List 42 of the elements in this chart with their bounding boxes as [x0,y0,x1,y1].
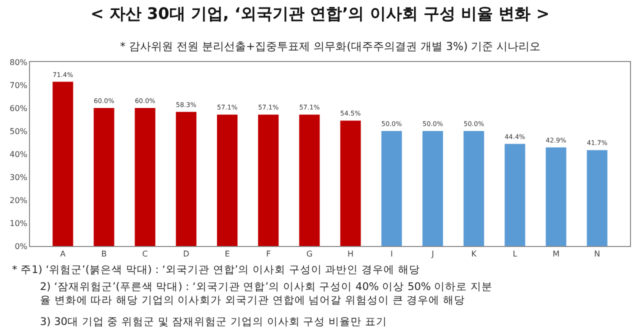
x-tick-label: H [348,250,354,259]
bar [586,150,608,246]
y-tick-label: 20% [10,196,28,205]
x-tick-label: M [552,250,560,259]
bar [546,147,566,246]
y-tick-label: 0% [14,242,28,251]
x-tick-label: I [390,250,393,259]
y-tick-label: 50% [10,126,28,136]
bar [381,131,402,246]
bar [340,120,361,246]
x-tick-label: B [101,250,107,259]
x-tick-label: J [430,250,434,259]
bar [176,112,196,246]
x-tick-label: E [224,250,230,259]
x-tick-label: C [142,250,148,259]
y-tick-label: 80% [10,58,28,67]
bar [94,108,114,246]
bar [52,82,74,246]
bar [299,114,320,246]
chart-subtitle: * 감사위원 전원 분리선출+집중투표제 의무화(대주주의결권 개별 3%) 기준 시나리오 [120,40,541,53]
y-tick-label: 70% [10,80,28,90]
bar [504,144,526,246]
text: 2) ‘잠재위험군’(푸른색 막대) : ‘외국기관 연합’의 이사회 구성이 40% 이상 50% 이하로 지분 율 변화에 따라 해당 기업의 이사회가 외국기관 연합에 넘어갈 위험성이 큰 경우에 해당 [40,281,493,307]
y-tick-label: 10% [10,218,28,228]
x-tick-label: N [594,250,600,259]
bar [134,108,156,246]
chart-title: < 자산 30대 기업, ‘외국기관 연합’의 이사회 구성 비율 변화 > [90,4,550,24]
text: * 주1) ‘위험군’(붉은색 막대) : ‘외국기관 연합’의 이사회 구성이 과반인 경우에 해당 [12,264,420,276]
bar [216,114,238,246]
x-tick-label: F [266,250,272,259]
text: 3) 30대 기업 중 위험군 및 잠재위험군 기업의 이사회 구성 비율만 표기 [40,316,387,328]
bar [464,131,484,246]
x-tick-label: D [183,250,190,259]
y-tick-label: 30% [10,172,28,182]
y-tick-label: 60% [10,104,28,113]
y-tick-label: 40% [10,150,28,159]
x-tick-label: K [471,250,478,259]
x-tick-label: G [306,250,313,259]
x-tick-label: A [60,250,66,259]
x-tick-label: L [512,250,518,259]
bar [422,131,444,246]
bar [258,114,279,246]
